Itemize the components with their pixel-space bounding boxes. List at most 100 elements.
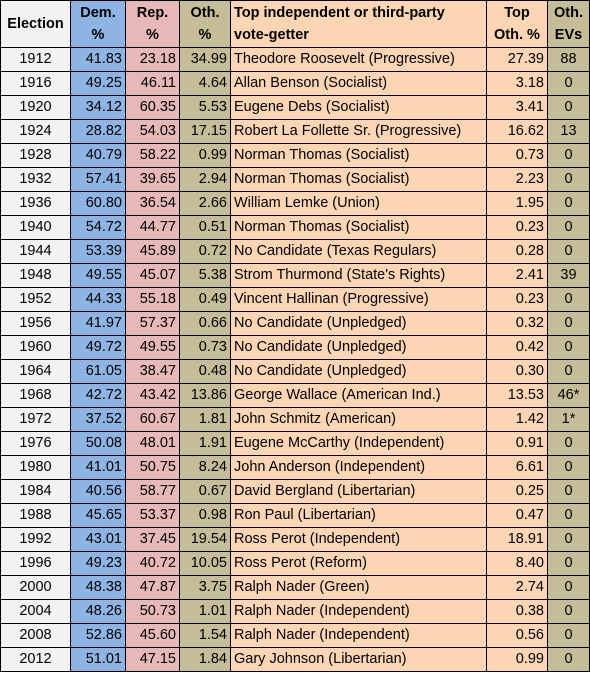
cell-top-vote-getter: Norman Thomas (Socialist) [230,167,487,192]
table-row: 1928 40.79 58.22 0.99 Norman Thomas (Sociali… [0,143,590,168]
table-row: 1948 49.55 45.07 5.38 Strom Thurmond (State'… [0,263,590,288]
cell-dem-pct: 43.01 [70,527,126,552]
cell-top-oth-pct: 0.56 [486,623,548,648]
cell-top-vote-getter: Vincent Hallinan (Progressive) [230,287,487,312]
cell-oth-pct: 0.67 [179,479,231,504]
cell-oth-evs: 46* [547,383,590,408]
cell-election-year: 2012 [0,647,71,672]
table-header: Election Dem. % Rep. % Oth. % Top indepe… [0,0,590,48]
cell-oth-evs: 0 [547,623,590,648]
header-oth-line2: % [198,27,212,43]
header-top-oth-pct: Top Oth. % [486,0,548,48]
cell-dem-pct: 41.01 [70,455,126,480]
cell-oth-evs: 0 [547,143,590,168]
cell-top-vote-getter: John Schmitz (American) [230,407,487,432]
cell-oth-pct: 4.64 [179,71,231,96]
cell-top-vote-getter: No Candidate (Unpledged) [230,335,487,360]
header-dem-line1: Dem. [80,5,116,21]
cell-top-vote-getter: No Candidate (Texas Regulars) [230,239,487,264]
cell-oth-pct: 10.05 [179,551,231,576]
cell-top-oth-pct: 1.42 [486,407,548,432]
cell-election-year: 1996 [0,551,71,576]
cell-election-year: 1976 [0,431,71,456]
cell-top-oth-pct: 8.40 [486,551,548,576]
cell-dem-pct: 49.55 [70,263,126,288]
cell-oth-pct: 5.38 [179,263,231,288]
cell-election-year: 1928 [0,143,71,168]
cell-oth-evs: 39 [547,263,590,288]
cell-rep-pct: 58.77 [125,479,180,504]
cell-election-year: 1952 [0,287,71,312]
header-top-pct-line2: Oth. % [494,27,540,43]
cell-oth-evs: 0 [547,359,590,384]
cell-election-year: 1964 [0,359,71,384]
cell-dem-pct: 57.41 [70,167,126,192]
cell-oth-evs: 0 [547,575,590,600]
cell-dem-pct: 45.65 [70,503,126,528]
cell-election-year: 1944 [0,239,71,264]
cell-top-oth-pct: 0.23 [486,215,548,240]
cell-rep-pct: 48.01 [125,431,180,456]
cell-top-vote-getter: Allan Benson (Socialist) [230,71,487,96]
cell-oth-evs: 0 [547,503,590,528]
cell-top-oth-pct: 0.42 [486,335,548,360]
cell-oth-evs: 0 [547,527,590,552]
cell-rep-pct: 60.67 [125,407,180,432]
cell-oth-evs: 0 [547,431,590,456]
cell-oth-evs: 88 [547,47,590,72]
cell-top-vote-getter: John Anderson (Independent) [230,455,487,480]
header-top-vote-getter: Top independent or third-party vote-gett… [230,0,487,48]
cell-top-oth-pct: 0.28 [486,239,548,264]
cell-oth-pct: 1.91 [179,431,231,456]
cell-election-year: 1984 [0,479,71,504]
cell-election-year: 1940 [0,215,71,240]
cell-election-year: 1988 [0,503,71,528]
cell-dem-pct: 49.25 [70,71,126,96]
cell-top-oth-pct: 2.74 [486,575,548,600]
cell-rep-pct: 45.07 [125,263,180,288]
table-row: 1956 41.97 57.37 0.66 No Candidate (Unpledge… [0,311,590,336]
cell-top-oth-pct: 1.95 [486,191,548,216]
header-oth-line1: Oth. [190,5,220,21]
table-row: 1920 34.12 60.35 5.53 Eugene Debs (Socialist… [0,95,590,120]
cell-dem-pct: 40.79 [70,143,126,168]
cell-oth-pct: 0.48 [179,359,231,384]
header-oth-evs: Oth. EVs [547,0,590,48]
cell-oth-evs: 0 [547,479,590,504]
cell-top-vote-getter: George Wallace (American Ind.) [230,383,487,408]
cell-oth-evs: 0 [547,287,590,312]
table-row: 1924 28.82 54.03 17.15 Robert La Follette Sr… [0,119,590,144]
cell-oth-pct: 0.51 [179,215,231,240]
header-rep-line1: Rep. [136,5,169,21]
cell-election-year: 1948 [0,263,71,288]
cell-oth-pct: 19.54 [179,527,231,552]
cell-dem-pct: 52.86 [70,623,126,648]
cell-rep-pct: 36.54 [125,191,180,216]
cell-oth-evs: 0 [547,95,590,120]
cell-top-oth-pct: 2.41 [486,263,548,288]
cell-top-oth-pct: 0.73 [486,143,548,168]
cell-election-year: 1912 [0,47,71,72]
cell-rep-pct: 58.22 [125,143,180,168]
cell-top-oth-pct: 0.91 [486,431,548,456]
cell-oth-evs: 0 [547,599,590,624]
cell-oth-pct: 0.49 [179,287,231,312]
cell-top-oth-pct: 0.38 [486,599,548,624]
table-row: 1940 54.72 44.77 0.51 Norman Thomas (Sociali… [0,215,590,240]
table-row: 1952 44.33 55.18 0.49 Vincent Hallinan (Prog… [0,287,590,312]
table-body: 1912 41.83 23.18 34.99 Theodore Roosevelt (P… [0,47,590,672]
cell-top-vote-getter: No Candidate (Unpledged) [230,359,487,384]
table-row: 2008 52.86 45.60 1.54 Ralph Nader (Independe… [0,623,590,648]
cell-dem-pct: 37.52 [70,407,126,432]
cell-rep-pct: 60.35 [125,95,180,120]
cell-election-year: 1980 [0,455,71,480]
cell-top-oth-pct: 18.91 [486,527,548,552]
cell-dem-pct: 50.08 [70,431,126,456]
cell-top-vote-getter: Gary Johnson (Libertarian) [230,647,487,672]
cell-dem-pct: 44.33 [70,287,126,312]
cell-top-oth-pct: 13.53 [486,383,548,408]
cell-oth-evs: 0 [547,455,590,480]
cell-oth-evs: 0 [547,551,590,576]
cell-dem-pct: 34.12 [70,95,126,120]
